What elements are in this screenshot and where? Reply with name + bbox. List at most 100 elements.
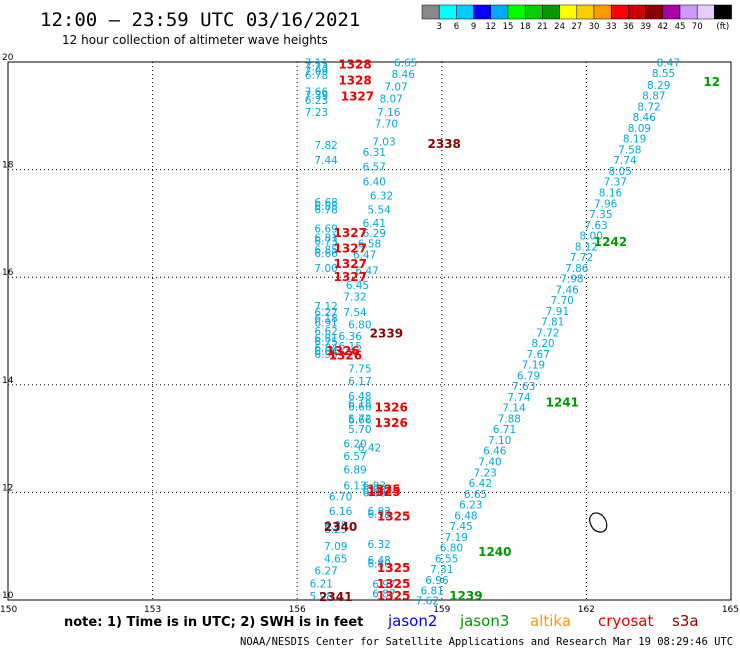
pass-time-label: 1328 [338,57,371,71]
colorbar-label: 39 [640,22,651,32]
x-tick-label: 159 [433,605,450,615]
swh-value: 6.57 [343,451,366,463]
pass-time-label: 1327 [334,241,367,255]
swh-value: 7.91 [546,306,569,318]
swh-value: 6.66 [348,415,372,427]
satellite-legend-jason3: jason3 [459,612,509,630]
pass-time-label: 1327 [334,226,367,240]
colorbar-label: 45 [675,22,686,32]
swh-value: 6.64 [314,346,338,358]
swh-value: 6.40 [363,177,386,189]
swh-value: 7.10 [488,435,511,447]
colorbar-swatch [490,4,509,20]
swh-value: 6.13 [343,481,366,493]
colorbar-swatch [542,4,560,20]
swh-value: 6.89 [343,465,366,477]
swh-value: 6.62 [314,326,337,338]
y-tick-label: 10 [2,591,14,601]
swh-value: 6.58 [367,509,390,521]
swh-value: 7.62 [416,595,439,607]
colorbar-swatch [559,4,578,20]
swh-value: 7.54 [343,307,367,319]
swh-value: 6.36 [339,331,363,343]
pass-time-label: 1326 [329,349,362,363]
swh-value: 6.17 [348,376,371,388]
swh-value: 8.47 [657,57,680,69]
swh-value: 6.95 [314,349,337,361]
colorbar-swatch [593,4,612,20]
swh-value: 6.84 [314,342,338,354]
swh-value: 6.25 [324,524,347,536]
swh-value: 5.98 [310,591,333,603]
colorbar-label: 42 [657,22,668,32]
colorbar-legend: 3 6 9 12 15 18 21 24 27 30 33 36 39 42 45 70 (ft) [421,4,732,32]
swh-value: 6.47 [355,266,378,278]
swh-value: 5.72 [348,413,371,425]
swh-value: 6.66 [348,402,372,414]
pass-time-label: 1327 [341,90,374,104]
swh-value: 7.86 [565,263,589,275]
pass-time-label: 1325 [377,589,410,603]
colorbar-label: 18 [520,22,531,32]
colorbar-label: 6 [454,22,459,32]
swh-value: 7.03 [372,136,395,148]
colorbar-swatch [456,4,474,20]
swh-value: 6.80 [367,559,390,571]
swh-value: 7.12 [314,301,337,313]
swh-value: 6.66 [314,248,338,260]
swh-value: 6.42 [469,478,492,490]
swh-value: 8.46 [392,69,416,81]
swh-value: 6.55 [435,553,458,565]
satellite-legend-jason2: jason2 [387,612,437,630]
swh-value: 6.79 [517,370,540,382]
swh-value: 7.23 [305,107,328,119]
swh-value: 6.97 [372,579,395,591]
swh-value: 7.88 [498,413,521,425]
colorbar-label: 70 [692,22,703,32]
swh-value: 7.58 [618,144,641,156]
swh-value: 6.29 [363,228,386,240]
swh-value: 6.96 [363,485,387,497]
swh-value: 6.73 [314,236,337,248]
colorbar-swatch [696,4,715,20]
swh-value: 6.69 [314,224,337,236]
satellite-legend: jason2 jason3 altika cryosat s3a [387,612,699,630]
y-tick-label: 20 [2,53,14,63]
colorbar-label: 30 [589,22,600,32]
swh-value: 6.68 [314,197,337,209]
swh-value: 7.70 [375,119,398,131]
swh-value: 8.20 [531,338,554,350]
pass-time-label: 1326 [374,416,407,430]
swh-value: 6.71 [493,424,516,436]
colorbar-swatch [473,4,492,20]
satellite-legend-altika: altika [530,612,571,630]
swh-value: 7.00 [314,263,337,275]
chart-title: 12:00 – 23:59 UTC 03/16/2021 [40,9,360,31]
swh-value: 7.35 [589,209,612,221]
swh-value: 6.65 [464,489,487,501]
swh-value: 7.31 [430,564,453,576]
colorbar-swatch [524,4,543,20]
colorbar-swatch [610,4,629,20]
swh-value: 6.96 [425,575,449,587]
swh-value: 8.46 [633,112,657,124]
colorbar-unit: (ft) [716,22,729,32]
swh-value: 6.65 [394,57,417,69]
x-tick-label: 153 [144,605,161,615]
swh-value: 6.45 [346,280,369,292]
swh-value: 8.72 [637,101,660,113]
swh-value: 7.19 [445,532,468,544]
swh-value: 7.81 [541,317,564,329]
swh-values: 7.117.237.096.787.667.396.237.237.827.44… [305,57,680,607]
swh-value: 6.81 [314,333,337,345]
swh-value: 6.32 [367,539,390,551]
swh-value: 7.07 [384,82,407,94]
swh-value: 7.98 [560,274,583,286]
swh-value: 6.75 [314,337,337,349]
pass-time-label: 12 [703,75,720,89]
pass-time-label: 1325 [377,577,410,591]
swh-value: 6.48 [454,510,477,522]
swh-value: 8.29 [647,80,670,92]
swh-value: 7.66 [305,86,329,98]
